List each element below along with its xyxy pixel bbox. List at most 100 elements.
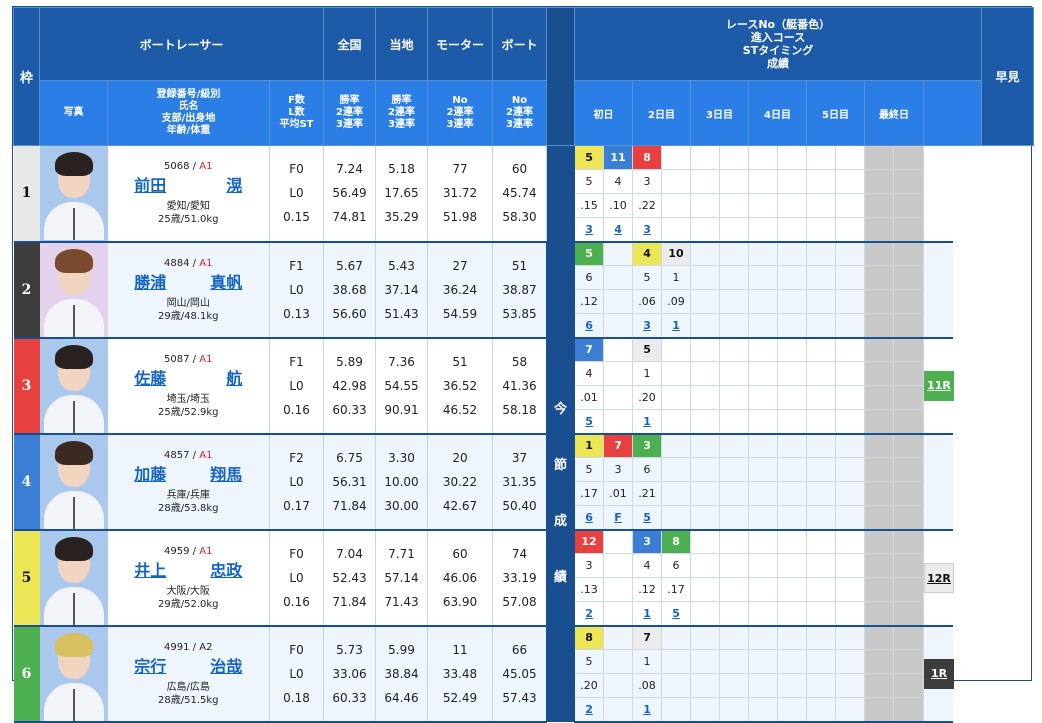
race-cell-empty — [835, 361, 866, 386]
race-cell-empty — [719, 433, 750, 458]
konsetsu-char: 今 — [554, 401, 568, 417]
race-cell-empty — [661, 457, 692, 482]
racer-name-link[interactable]: 宗行 治哉 — [134, 656, 242, 678]
header-motor: モーター — [427, 7, 494, 81]
race-info-line: STタイミング — [742, 44, 814, 57]
racer-first-name: 忠政 — [210, 560, 243, 580]
race-result-link[interactable]: 3 — [585, 222, 593, 236]
race-cell-empty — [777, 169, 808, 194]
race-cell-empty — [835, 409, 866, 435]
race-result-link[interactable]: 1 — [643, 606, 651, 620]
racer-row-4-sub3: 6 F 5 — [14, 505, 1034, 531]
race-result: 3 — [574, 217, 605, 243]
motor-value-1: 60 — [452, 546, 468, 561]
header-fl-line: 平均ST — [279, 119, 314, 130]
racer-first-name: 航 — [226, 368, 243, 388]
racer-name-link[interactable]: 井上 忠政 — [134, 560, 242, 582]
national-value-1: 5.89 — [336, 354, 363, 369]
race-cell-empty — [864, 313, 895, 339]
local-value-2: 10.00 — [384, 474, 419, 489]
race-cell-empty — [603, 577, 634, 602]
boat-value-1: 60 — [511, 162, 528, 177]
race-cell-empty — [864, 529, 895, 554]
race-number: 3 — [632, 529, 663, 554]
race-result: 5 — [574, 409, 605, 435]
race-cell-empty — [835, 289, 866, 314]
racer-photo — [39, 337, 108, 435]
racer-row-4-sub2: .17.01.21 — [14, 481, 1034, 506]
race-result-link[interactable]: 1 — [672, 318, 680, 332]
race-cell-empty — [806, 385, 837, 410]
tab-day-final: 最終日 — [864, 80, 925, 146]
race-st: .15 — [574, 193, 605, 218]
konsetsu-label: 今節成績 — [546, 145, 576, 722]
motor-value-2: 30.22 — [442, 474, 478, 489]
racer-photo-image — [40, 243, 107, 337]
race-result-link[interactable]: 1 — [643, 702, 651, 716]
local-value-1: 7.71 — [388, 546, 415, 561]
header-sub-line: 3連率 — [388, 119, 415, 130]
race-cell-empty — [835, 193, 866, 218]
race-result-link[interactable]: 5 — [643, 510, 651, 524]
race-result-link[interactable]: 2 — [585, 606, 593, 620]
race-cell-empty — [719, 481, 750, 506]
race-result-link[interactable]: 5 — [585, 414, 593, 428]
race-result-link[interactable]: 2 — [585, 702, 593, 716]
race-cell-empty — [603, 649, 634, 674]
race-cell-empty — [603, 553, 634, 578]
fl-stats: F1 L0 0.13 — [269, 241, 325, 339]
race-cell-empty — [661, 193, 692, 218]
race-cell-empty — [893, 433, 925, 458]
local-stats: 5.43 37.14 51.43 — [375, 241, 429, 339]
race-result-link[interactable]: 3 — [643, 318, 651, 332]
reg-line: 4857 / A1 — [164, 449, 213, 461]
header-national: 全国 — [323, 7, 377, 81]
race-cell-empty — [777, 649, 808, 674]
boat-stats: 58 41.36 58.18 — [492, 337, 548, 435]
race-result-link[interactable]: 6 — [585, 318, 593, 332]
reg-number: 4959 — [164, 545, 190, 557]
national-value-3: 60.33 — [332, 402, 367, 417]
race-cell-empty — [603, 313, 634, 339]
race-result-link[interactable]: 5 — [672, 606, 680, 620]
racer-row-4-sub0: 4 4857 / A1 加藤 翔馬 兵庫/兵庫 28歳/53.8kg F2 L0 0.… — [13, 433, 1034, 531]
racer-table: 枠 ボートレーサー 全国 当地 モーター ボート レースNo（艇番色） 進入コー… — [13, 7, 1035, 723]
race-result-link[interactable]: 1 — [643, 414, 651, 428]
race-cell-empty — [690, 505, 721, 531]
race-result-link[interactable]: F — [614, 510, 622, 524]
f-count: F0 — [289, 642, 304, 657]
racer-name-link[interactable]: 前田 滉 — [134, 175, 242, 197]
national-value-2: 56.49 — [332, 186, 367, 201]
race-cell-empty — [690, 649, 721, 674]
national-value-1: 7.24 — [336, 162, 363, 177]
race-cell-empty — [661, 697, 692, 723]
race-cell-empty — [690, 289, 721, 314]
motor-value-2: 46.06 — [442, 570, 478, 585]
race-result-link[interactable]: 6 — [585, 510, 593, 524]
fl-stats: F0 L0 0.15 — [269, 145, 325, 243]
local-value-3: 71.43 — [384, 594, 419, 609]
race-cell-empty — [806, 457, 837, 482]
race-cell-empty — [806, 337, 837, 362]
race-course: 5 — [574, 169, 605, 194]
hayami-button[interactable]: 11R — [924, 370, 955, 401]
race-st: .22 — [632, 193, 663, 218]
race-course: 4 — [632, 553, 663, 578]
racer-name-link[interactable]: 佐藤 航 — [134, 368, 242, 390]
hayami-button[interactable]: 1R — [924, 658, 955, 689]
race-result-link[interactable]: 3 — [643, 222, 651, 236]
motor-stats: 27 36.24 54.59 — [427, 241, 494, 339]
boat-value-1: 37 — [511, 450, 528, 465]
racer-name-link[interactable]: 勝浦 真帆 — [134, 272, 242, 294]
race-cell-empty — [661, 217, 692, 243]
hayami-button[interactable]: 12R — [924, 562, 955, 593]
race-result-link[interactable]: 4 — [614, 222, 622, 236]
racer-name-link[interactable]: 加藤 翔馬 — [134, 464, 242, 486]
boat-value-3: 57.43 — [502, 690, 537, 705]
boat-value-3: 53.85 — [502, 306, 537, 321]
national-stats: 5.67 38.68 56.60 — [323, 241, 377, 339]
l-count: L0 — [289, 378, 304, 393]
local-value-2: 57.14 — [384, 570, 419, 585]
boat-value-2: 45.74 — [502, 186, 537, 201]
